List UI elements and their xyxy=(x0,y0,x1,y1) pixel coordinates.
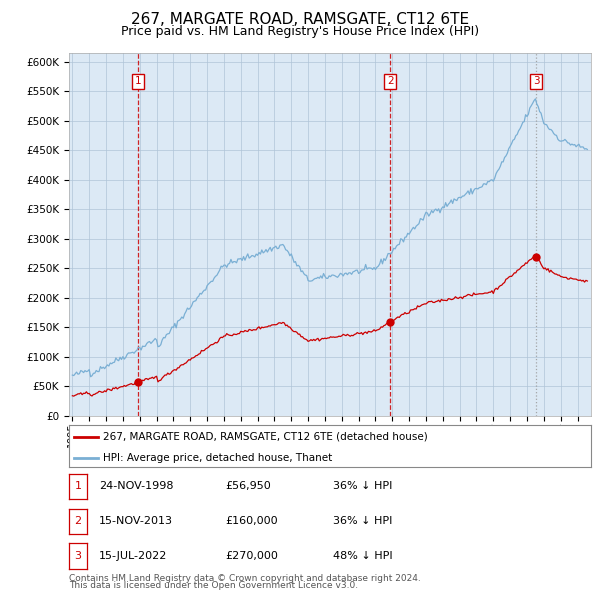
Text: 15-JUL-2022: 15-JUL-2022 xyxy=(99,551,167,561)
Text: 3: 3 xyxy=(533,77,539,86)
Text: 267, MARGATE ROAD, RAMSGATE, CT12 6TE (detached house): 267, MARGATE ROAD, RAMSGATE, CT12 6TE (d… xyxy=(103,432,428,442)
Text: 36% ↓ HPI: 36% ↓ HPI xyxy=(333,516,392,526)
Text: £160,000: £160,000 xyxy=(225,516,278,526)
Text: 48% ↓ HPI: 48% ↓ HPI xyxy=(333,551,392,561)
Text: 15-NOV-2013: 15-NOV-2013 xyxy=(99,516,173,526)
Text: 267, MARGATE ROAD, RAMSGATE, CT12 6TE: 267, MARGATE ROAD, RAMSGATE, CT12 6TE xyxy=(131,12,469,27)
Text: 1: 1 xyxy=(74,481,82,491)
Text: £270,000: £270,000 xyxy=(225,551,278,561)
Text: This data is licensed under the Open Government Licence v3.0.: This data is licensed under the Open Gov… xyxy=(69,581,358,590)
Text: 1: 1 xyxy=(134,77,141,86)
Text: 24-NOV-1998: 24-NOV-1998 xyxy=(99,481,173,491)
Text: HPI: Average price, detached house, Thanet: HPI: Average price, detached house, Than… xyxy=(103,453,332,463)
Text: 3: 3 xyxy=(74,551,82,561)
Text: Contains HM Land Registry data © Crown copyright and database right 2024.: Contains HM Land Registry data © Crown c… xyxy=(69,574,421,583)
Text: 36% ↓ HPI: 36% ↓ HPI xyxy=(333,481,392,491)
Text: £56,950: £56,950 xyxy=(225,481,271,491)
Text: 2: 2 xyxy=(74,516,82,526)
Text: 2: 2 xyxy=(387,77,394,86)
Text: Price paid vs. HM Land Registry's House Price Index (HPI): Price paid vs. HM Land Registry's House … xyxy=(121,25,479,38)
